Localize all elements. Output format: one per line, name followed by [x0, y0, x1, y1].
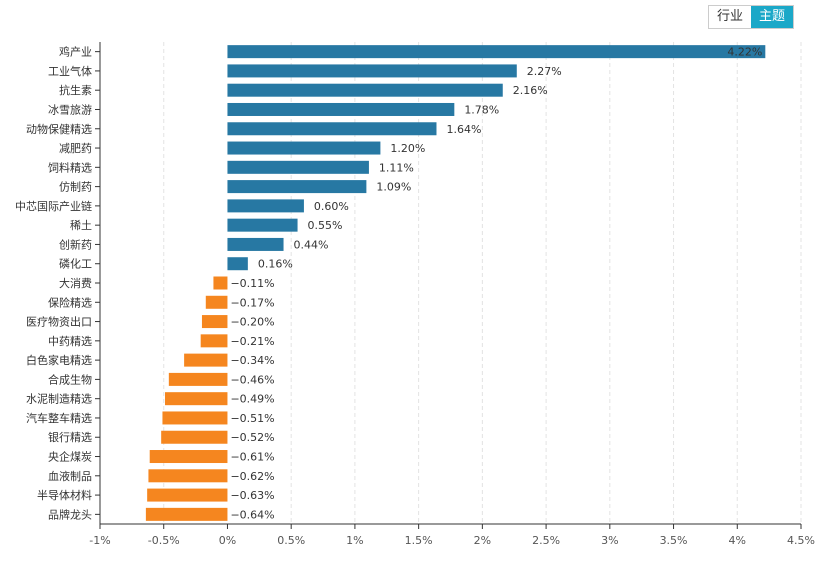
bar — [200, 334, 228, 348]
bar — [227, 64, 517, 78]
category-label: 中芯国际产业链 — [15, 199, 92, 213]
category-label: 工业气体 — [48, 64, 92, 78]
bar — [227, 160, 369, 174]
value-label: 1.11% — [379, 161, 414, 174]
x-tick-label: -0.5% — [148, 534, 180, 547]
value-label: 1.09% — [376, 181, 411, 194]
value-label: 0.60% — [314, 200, 349, 213]
value-label: −0.21% — [230, 335, 274, 348]
value-label: 0.16% — [258, 258, 293, 271]
value-label: −0.51% — [230, 412, 274, 425]
bar — [162, 411, 228, 425]
category-label: 半导体材料 — [37, 488, 92, 502]
category-label: 大消费 — [59, 276, 92, 290]
value-labels: 4.22% 2.27% 2.16% 1.78% 1.64% 1.20% 1.11% 1.09%… — [230, 46, 762, 522]
value-label: 0.44% — [294, 238, 329, 251]
category-label: 汽车整车精选 — [26, 411, 92, 425]
x-tick-label: 3.5% — [660, 534, 688, 547]
bar — [201, 315, 228, 329]
category-label: 保险精选 — [48, 295, 92, 309]
category-label: 央企煤炭 — [48, 450, 92, 464]
bar — [227, 199, 304, 213]
value-label: −0.11% — [230, 277, 274, 290]
category-label: 动物保健精选 — [26, 122, 92, 136]
bar — [161, 430, 228, 444]
category-label: 减肥药 — [59, 142, 92, 155]
bar — [149, 450, 228, 464]
category-label: 血液制品 — [48, 469, 92, 483]
bar — [213, 276, 228, 290]
x-tick-label: 0% — [219, 534, 236, 547]
value-label: 2.16% — [513, 84, 548, 97]
x-tick-label: 4.5% — [787, 534, 815, 547]
bar — [147, 488, 228, 502]
value-label: −0.49% — [230, 393, 274, 406]
category-label: 银行精选 — [48, 430, 92, 444]
bar — [184, 353, 228, 367]
bar — [227, 102, 455, 116]
value-label: −0.63% — [230, 489, 274, 502]
value-label: −0.61% — [230, 451, 274, 464]
bar — [227, 122, 437, 136]
grid-lines — [99, 42, 802, 524]
value-label: −0.17% — [230, 296, 274, 309]
value-label: −0.64% — [230, 508, 274, 521]
value-label: 1.20% — [390, 142, 425, 155]
x-tick-label: -1% — [89, 534, 110, 547]
x-tick-label: 1.5% — [405, 534, 433, 547]
category-label: 医疗物资出口 — [26, 315, 92, 329]
value-label: −0.52% — [230, 431, 274, 444]
category-label: 冰雪旅游 — [48, 102, 92, 116]
x-tick-label: 1% — [346, 534, 363, 547]
category-label: 磷化工 — [59, 257, 92, 271]
bar — [165, 392, 228, 406]
theme-tab[interactable]: 主题 — [751, 6, 794, 28]
value-label: −0.34% — [230, 354, 274, 367]
industry-tab[interactable]: 行业 — [717, 9, 744, 24]
bar — [227, 83, 503, 97]
category-label: 鸡产业 — [59, 45, 92, 59]
category-label: 抗生素 — [59, 83, 92, 97]
value-label: 4.22% — [727, 46, 762, 59]
category-label: 中药精选 — [48, 335, 92, 348]
category-label: 品牌龙头 — [48, 507, 92, 521]
bar — [227, 218, 298, 232]
bar — [168, 372, 228, 386]
bar — [145, 507, 228, 521]
bar — [227, 180, 367, 194]
bars — [145, 45, 766, 521]
category-label: 合成生物 — [48, 372, 92, 386]
x-tick-label: 3% — [601, 534, 618, 547]
category-label: 创新药 — [59, 237, 92, 251]
category-label: 水泥制造精选 — [26, 392, 92, 406]
bar — [227, 45, 766, 59]
x-tick-label: 2.5% — [532, 534, 560, 547]
bar — [227, 237, 284, 251]
value-label: 2.27% — [527, 65, 562, 78]
category-label: 稀土 — [70, 219, 92, 232]
bar — [148, 469, 228, 483]
view-toggle: 行业 主题 — [708, 5, 795, 29]
x-tick-label: 4% — [729, 534, 746, 547]
category-label: 饲料精选 — [48, 160, 92, 174]
value-label: 0.55% — [308, 219, 343, 232]
bar — [227, 257, 248, 271]
bar — [205, 295, 228, 309]
category-label: 白色家电精选 — [26, 353, 92, 367]
category-label: 仿制药 — [59, 181, 92, 194]
value-label: 1.78% — [464, 103, 499, 116]
value-label: −0.62% — [230, 470, 274, 483]
bar — [227, 141, 381, 155]
value-label: −0.20% — [230, 316, 274, 329]
x-tick-label: 2% — [474, 534, 491, 547]
category-labels: 鸡产业工业气体抗生素冰雪旅游动物保健精选减肥药饲料精选仿制药中芯国际产业链稀土创… — [15, 45, 100, 521]
value-label: 1.64% — [446, 123, 481, 136]
x-axis-ticks: -1% -0.5% 0% 0.5% 1% 1.5% 2% 2.5% 3% 3.5% 4% 4.5% — [89, 524, 815, 547]
x-tick-label: 0.5% — [277, 534, 305, 547]
value-label: −0.46% — [230, 373, 274, 386]
